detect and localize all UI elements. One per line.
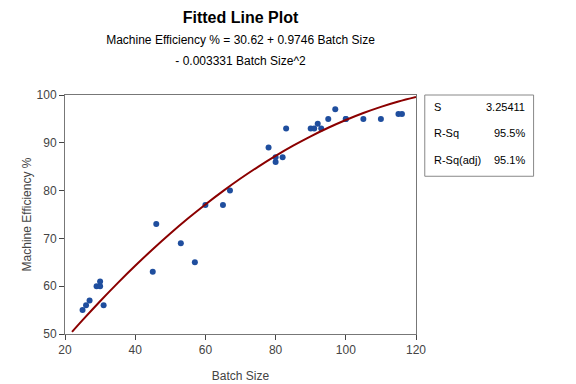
svg-text:Machine Efficiency %: Machine Efficiency %	[20, 157, 34, 271]
svg-text:S: S	[434, 101, 441, 113]
svg-text:40: 40	[129, 343, 143, 357]
svg-text:70: 70	[43, 232, 57, 246]
svg-text:20: 20	[58, 343, 72, 357]
svg-text:100: 100	[37, 88, 57, 102]
svg-text:3.25411: 3.25411	[486, 101, 525, 113]
svg-text:R-Sq: R-Sq	[434, 127, 459, 139]
svg-text:120: 120	[406, 343, 426, 357]
svg-text:50: 50	[43, 327, 57, 341]
svg-text:60: 60	[199, 343, 213, 357]
svg-text:Fitted Line PlotMachine Effici: Fitted Line PlotMachine Efficiency % = 3…	[106, 9, 375, 68]
svg-text:95.1%: 95.1%	[494, 154, 525, 166]
svg-text:95.5%: 95.5%	[494, 127, 525, 139]
svg-text:80: 80	[269, 343, 283, 357]
svg-text:60: 60	[43, 279, 57, 293]
svg-text:80: 80	[43, 184, 57, 198]
svg-text:R-Sq(adj): R-Sq(adj)	[434, 154, 481, 166]
svg-text:Batch Size: Batch Size	[212, 369, 270, 383]
svg-text:100: 100	[336, 343, 356, 357]
svg-text:90: 90	[43, 136, 57, 150]
